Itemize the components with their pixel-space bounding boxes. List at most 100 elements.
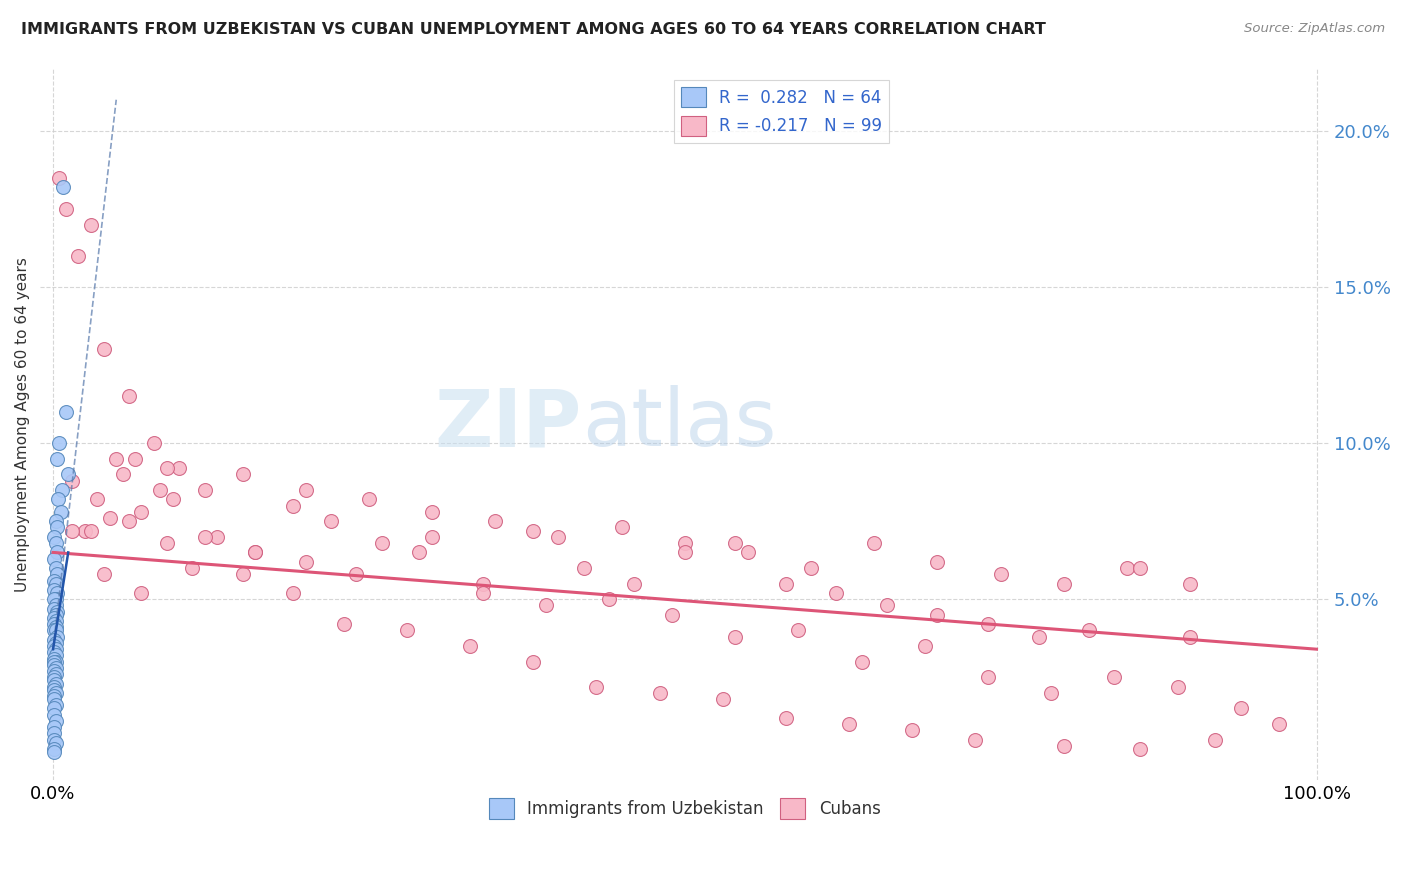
Point: [44, 624, 66, 638]
Point: [44, 551, 66, 566]
Point: [44, 655, 66, 669]
Point: [610, 520, 633, 534]
Text: atlas: atlas: [582, 385, 776, 464]
Point: [45, 676, 67, 690]
Point: [800, 561, 823, 575]
Point: [863, 536, 886, 550]
Point: [118, 514, 141, 528]
Point: [1229, 701, 1251, 715]
Point: [44, 682, 66, 697]
Point: [45, 567, 67, 582]
Point: [45, 642, 67, 657]
Point: [547, 530, 569, 544]
Point: [977, 670, 1000, 684]
Point: [1166, 680, 1188, 694]
Point: [45, 661, 67, 675]
Point: [245, 545, 267, 559]
Point: [45, 599, 67, 613]
Point: [45, 620, 67, 634]
Point: [851, 655, 873, 669]
Point: [67, 249, 90, 263]
Point: [44, 692, 66, 706]
Point: [572, 561, 595, 575]
Point: [169, 461, 191, 475]
Point: [124, 451, 146, 466]
Point: [44, 645, 66, 659]
Point: [838, 717, 860, 731]
Point: [623, 576, 645, 591]
Point: [44, 726, 66, 740]
Point: [194, 530, 217, 544]
Point: [357, 492, 380, 507]
Point: [44, 574, 66, 588]
Point: [44, 732, 66, 747]
Point: [44, 601, 66, 615]
Point: [44, 651, 66, 665]
Point: [181, 561, 204, 575]
Point: [44, 639, 66, 653]
Point: [44, 530, 66, 544]
Point: [45, 451, 67, 466]
Point: [648, 686, 671, 700]
Point: [673, 536, 696, 550]
Point: [245, 545, 267, 559]
Point: [46, 492, 69, 507]
Point: [661, 607, 683, 622]
Point: [58, 467, 80, 482]
Point: [45, 630, 67, 644]
Legend: Immigrants from Uzbekistan, Cubans: Immigrants from Uzbekistan, Cubans: [482, 792, 887, 825]
Point: [86, 492, 108, 507]
Point: [44, 592, 66, 607]
Point: [901, 723, 924, 738]
Point: [55, 202, 77, 216]
Point: [990, 567, 1012, 582]
Point: [319, 514, 342, 528]
Point: [711, 692, 734, 706]
Point: [80, 218, 103, 232]
Y-axis label: Unemployment Among Ages 60 to 64 years: Unemployment Among Ages 60 to 64 years: [15, 257, 30, 592]
Point: [45, 607, 67, 622]
Point: [93, 567, 115, 582]
Point: [105, 451, 128, 466]
Point: [73, 524, 96, 538]
Point: [45, 614, 67, 628]
Point: [44, 720, 66, 734]
Point: [143, 436, 166, 450]
Point: [49, 505, 72, 519]
Point: [207, 530, 229, 544]
Point: [737, 545, 759, 559]
Text: Source: ZipAtlas.com: Source: ZipAtlas.com: [1244, 22, 1385, 36]
Point: [1104, 670, 1126, 684]
Point: [977, 617, 1000, 632]
Point: [162, 492, 184, 507]
Point: [420, 505, 443, 519]
Point: [51, 483, 73, 497]
Point: [44, 680, 66, 694]
Point: [45, 698, 67, 713]
Point: [45, 605, 67, 619]
Point: [194, 483, 217, 497]
Point: [156, 536, 179, 550]
Point: [44, 617, 66, 632]
Point: [787, 624, 810, 638]
Point: [484, 514, 506, 528]
Point: [471, 576, 494, 591]
Point: [344, 567, 367, 582]
Point: [45, 586, 67, 600]
Point: [395, 624, 418, 638]
Point: [45, 648, 67, 663]
Point: [927, 607, 949, 622]
Point: [131, 505, 153, 519]
Point: [965, 732, 987, 747]
Point: [522, 655, 544, 669]
Point: [44, 582, 66, 597]
Point: [44, 745, 66, 759]
Point: [44, 664, 66, 678]
Point: [1116, 561, 1139, 575]
Point: [1204, 732, 1226, 747]
Point: [1078, 624, 1101, 638]
Point: [55, 405, 77, 419]
Point: [45, 667, 67, 681]
Point: [45, 561, 67, 575]
Point: [48, 436, 70, 450]
